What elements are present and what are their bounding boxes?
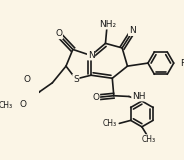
Text: N: N (129, 26, 135, 35)
Text: CH₃: CH₃ (102, 119, 117, 128)
Text: S: S (73, 75, 79, 84)
Text: O: O (24, 75, 31, 84)
Text: NH: NH (132, 92, 146, 101)
Text: CH₃: CH₃ (142, 135, 156, 144)
Text: O: O (92, 93, 99, 103)
Text: O: O (19, 100, 26, 109)
Text: N: N (88, 51, 94, 60)
Text: CH₃: CH₃ (0, 101, 13, 110)
Text: O: O (55, 29, 62, 38)
Text: F: F (180, 59, 184, 68)
Text: NH₂: NH₂ (99, 20, 116, 29)
